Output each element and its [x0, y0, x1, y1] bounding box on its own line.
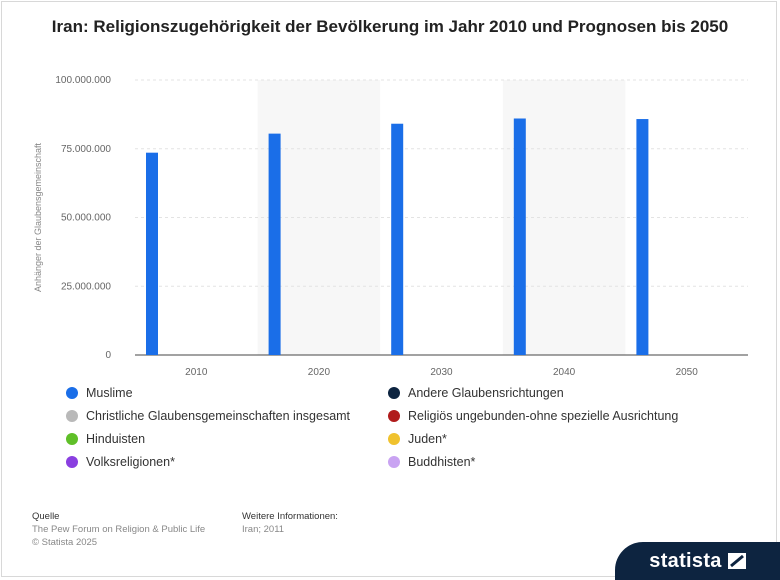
source-block: Quelle The Pew Forum on Religion & Publi…	[32, 510, 205, 549]
legend-item[interactable]: Buddhisten*	[388, 455, 475, 469]
legend-item[interactable]: Andere Glaubensrichtungen	[388, 386, 564, 400]
y-tick-label: 100.000.000	[55, 75, 111, 86]
x-tick-label: 2010	[185, 367, 208, 378]
legend-marker	[388, 387, 400, 399]
legend-marker	[66, 387, 78, 399]
statista-logo[interactable]: statista	[615, 542, 780, 580]
bar-muslime-2050[interactable]	[636, 119, 649, 355]
legend-item[interactable]: Hinduisten	[66, 432, 145, 446]
legend-item[interactable]: Juden*	[388, 432, 447, 446]
legend-marker	[388, 433, 400, 445]
legend-label: Volksreligionen*	[86, 455, 175, 469]
legend-marker	[66, 456, 78, 468]
legend-label: Andere Glaubensrichtungen	[408, 386, 564, 400]
bar-chart: 0 25.000.000 50.000.000 75.000.000 100.000.0…	[33, 75, 748, 378]
legend-label: Muslime	[86, 386, 133, 400]
legend-item[interactable]: Muslime	[66, 386, 133, 400]
legend-item[interactable]: Volksreligionen*	[66, 455, 175, 469]
legend-label: Juden*	[408, 432, 447, 446]
y-tick-label: 25.000.000	[61, 281, 111, 292]
y-tick-label: 50.000.000	[61, 213, 111, 224]
legend-label: Hinduisten	[86, 432, 146, 446]
legend-marker	[388, 456, 400, 468]
legend-item[interactable]: Christliche Glaubensgemeinschaften insge…	[66, 409, 350, 423]
x-tick-label: 2020	[308, 367, 331, 378]
legend-label: Buddhisten*	[408, 455, 476, 469]
legend-marker	[66, 433, 78, 445]
legend-label: Christliche Glaubensgemeinschaften insge…	[86, 409, 351, 423]
y-tick-label: 0	[105, 350, 111, 361]
x-tick-label: 2030	[430, 367, 453, 378]
legend-marker	[66, 410, 78, 422]
y-tick-label: 75.000.000	[61, 144, 111, 155]
bar-muslime-2030[interactable]	[391, 123, 404, 355]
info-block: Weitere Informationen: Iran; 2011	[242, 510, 338, 536]
copyright: © Statista 2025	[32, 537, 98, 548]
chart-title: Iran: Religionszugehörigkeit der Bevölke…	[51, 17, 729, 36]
bar-muslime-2020[interactable]	[268, 133, 281, 355]
statista-logo-icon	[727, 553, 746, 569]
source-heading: Quelle	[32, 511, 60, 522]
bar-muslime-2010[interactable]	[146, 152, 158, 355]
y-axis-label: Anhänger der Glaubensgemeinschaft	[33, 142, 43, 292]
legend-marker	[388, 410, 400, 422]
info-heading: Weitere Informationen:	[242, 511, 338, 522]
brand-name: statista	[649, 549, 722, 572]
info-text: Iran; 2011	[242, 524, 285, 535]
source-text[interactable]: The Pew Forum on Religion & Public Life	[32, 524, 206, 535]
legend-label: Religiös ungebunden-ohne spezielle Ausri…	[408, 409, 679, 423]
x-tick-label: 2040	[553, 367, 576, 378]
bar-muslime-2040[interactable]	[513, 118, 526, 356]
legend-item[interactable]: Religiös ungebunden-ohne spezielle Ausri…	[388, 409, 678, 423]
x-tick-label: 2050	[676, 367, 699, 378]
